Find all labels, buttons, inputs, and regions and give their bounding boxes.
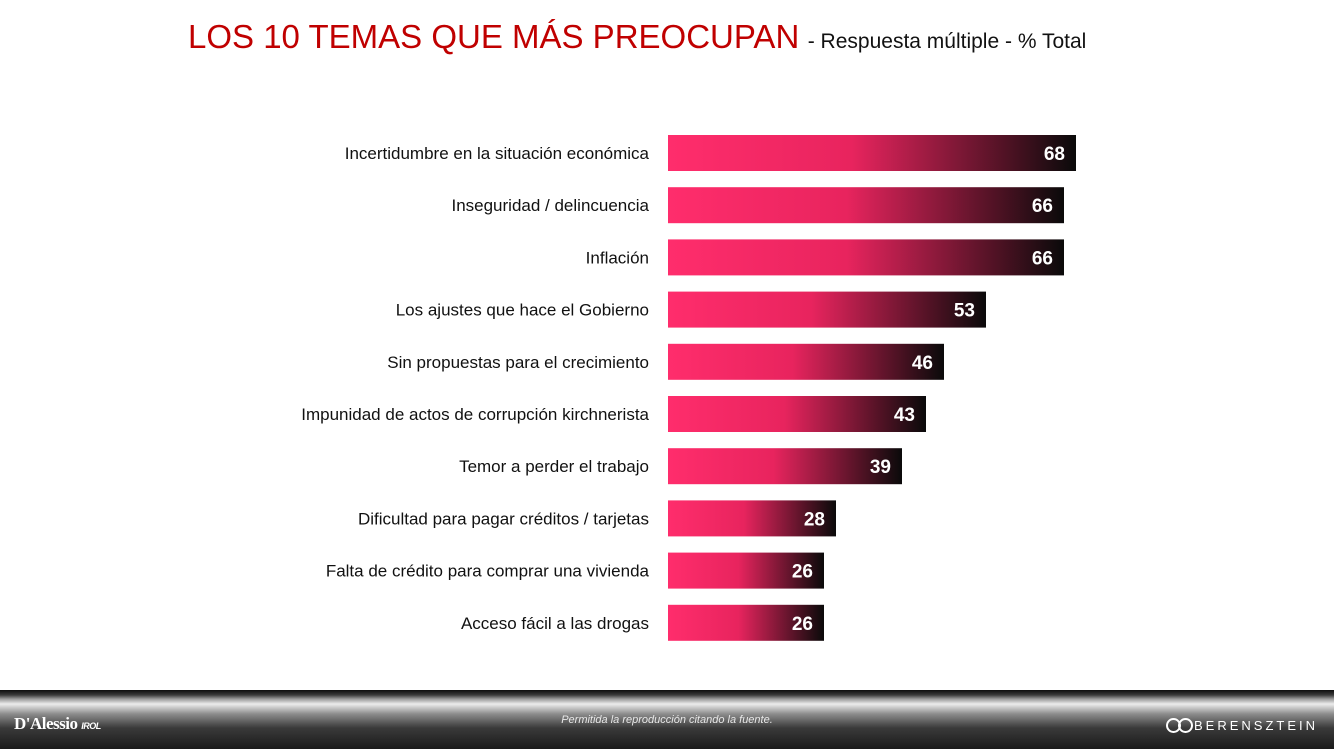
bar bbox=[668, 552, 824, 589]
dalessio-logo: D'Alessio IROL bbox=[14, 714, 101, 734]
category-label: Falta de crédito para comprar una vivien… bbox=[326, 562, 650, 581]
category-label: Dificultad para pagar créditos / tarjeta… bbox=[358, 509, 649, 528]
bar bbox=[668, 604, 824, 641]
bar bbox=[668, 239, 1064, 276]
irol-logo-text: IROL bbox=[81, 721, 101, 731]
data-label: 66 bbox=[1032, 248, 1053, 269]
bar bbox=[668, 500, 836, 537]
data-label: 53 bbox=[954, 301, 975, 322]
category-label: Incertidumbre en la situación económica bbox=[345, 144, 650, 163]
data-label: 26 bbox=[792, 614, 813, 635]
bar bbox=[668, 343, 944, 380]
footer-note: Permitida la reproducción citando la fue… bbox=[561, 714, 773, 726]
data-label: 39 bbox=[870, 457, 891, 478]
berensztein-logo: BERENSZTEIN bbox=[1165, 718, 1318, 733]
category-label: Los ajustes que hace el Gobierno bbox=[396, 301, 649, 320]
data-label: 26 bbox=[792, 562, 813, 583]
data-label: 43 bbox=[894, 405, 915, 426]
bar bbox=[668, 396, 926, 432]
berensztein-logo-text: BERENSZTEIN bbox=[1193, 718, 1318, 733]
category-label: Acceso fácil a las drogas bbox=[461, 614, 649, 633]
bar-chart: Incertidumbre en la situación económica 6… bbox=[301, 135, 1076, 641]
bar bbox=[668, 187, 1064, 224]
category-label: Inseguridad / delincuencia bbox=[451, 196, 649, 215]
bar bbox=[668, 135, 1076, 171]
data-label: 66 bbox=[1032, 196, 1053, 217]
data-label: 68 bbox=[1044, 144, 1065, 165]
data-label: 46 bbox=[912, 353, 933, 374]
dalessio-logo-text: D'Alessio bbox=[14, 714, 78, 733]
chart-title-main: LOS 10 TEMAS QUE MÁS PREOCUPAN bbox=[188, 18, 800, 55]
data-label: 28 bbox=[804, 509, 825, 530]
bars-group: Incertidumbre en la situación económica 6… bbox=[301, 135, 1076, 641]
bar bbox=[668, 448, 902, 485]
category-label: Sin propuestas para el crecimiento bbox=[387, 353, 649, 372]
bar bbox=[668, 291, 986, 328]
category-label: Temor a perder el trabajo bbox=[459, 457, 649, 476]
chart-title: LOS 10 TEMAS QUE MÁS PREOCUPAN - Respues… bbox=[188, 18, 1086, 56]
category-label: Impunidad de actos de corrupción kirchne… bbox=[301, 405, 649, 424]
category-label: Inflación bbox=[586, 248, 649, 267]
chart-subtitle: - Respuesta múltiple - % Total bbox=[807, 30, 1087, 53]
footer-bar: D'Alessio IROL Permitida la reproducción… bbox=[0, 690, 1334, 749]
berensztein-circles-icon bbox=[1165, 718, 1193, 733]
